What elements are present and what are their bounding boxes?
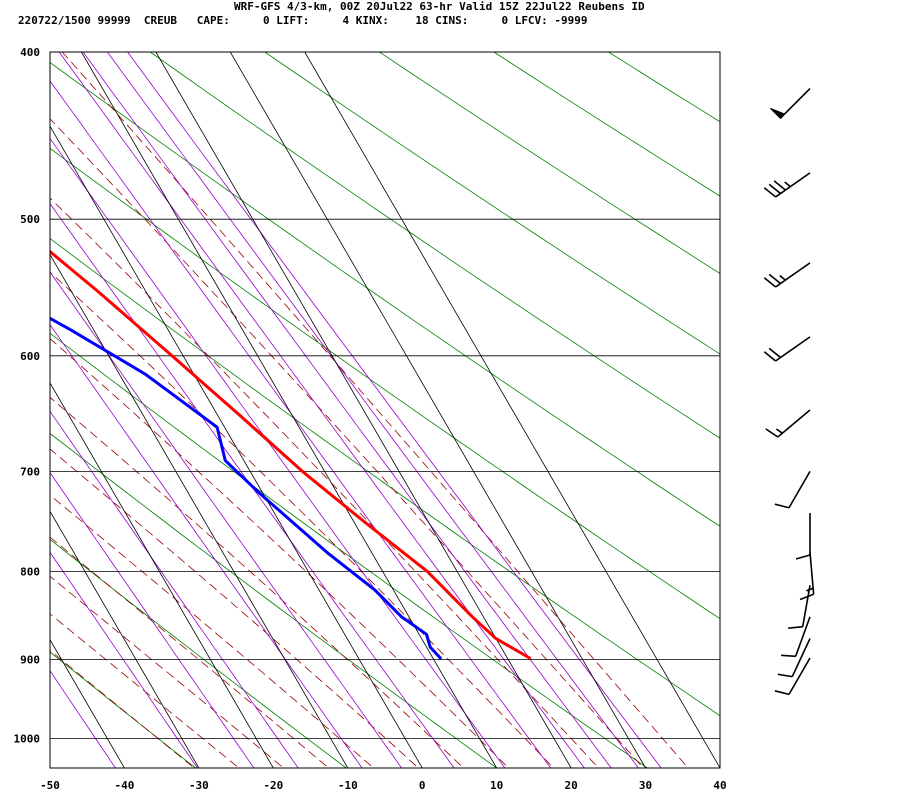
moist-adiabat-line (50, 118, 644, 768)
header-line-1: WRF-GFS 4/3-km, 00Z 20Jul22 63-hr Valid … (234, 0, 645, 13)
dry-adiabat-line (50, 432, 498, 768)
x-tick-label: 0 (419, 779, 426, 792)
wind-barb (799, 552, 815, 601)
wind-barb (763, 172, 811, 198)
mixing-ratio-line (50, 410, 299, 768)
moist-adiabat-line (50, 575, 285, 768)
x-tick-label: -20 (263, 779, 283, 792)
x-tick-label: -40 (115, 779, 135, 792)
mixing-ratio-line (50, 80, 552, 768)
wind-barb (795, 512, 811, 560)
y-tick-label: 600 (20, 350, 40, 363)
isotherm-line (81, 52, 498, 768)
wind-barb (774, 470, 811, 509)
wind-barb (781, 616, 811, 658)
mixing-ratio-line (127, 52, 662, 768)
moist-adiabat-line (50, 448, 420, 768)
moist-adiabat-line (50, 494, 375, 768)
plot-frame (49, 51, 721, 769)
moist-adiabat-line (50, 536, 330, 768)
moist-adiabat-line (61, 52, 689, 768)
mixing-ratio-line (50, 551, 198, 768)
moist-adiabat-line (50, 271, 555, 768)
x-tick-label: 20 (564, 779, 577, 792)
wind-barb (788, 585, 811, 629)
mixing-ratio-line (50, 323, 363, 768)
isotherm-line (50, 382, 274, 768)
dry-adiabat-line (661, 14, 900, 776)
isotherm-line (50, 125, 423, 768)
wind-barb (763, 336, 811, 362)
x-tick-label: 40 (713, 779, 726, 792)
mixing-ratio-line (50, 137, 506, 768)
mixing-ratio-line (50, 271, 403, 768)
mixing-ratio-line (82, 52, 612, 768)
x-tick-label: 10 (490, 779, 503, 792)
dewpoint-profile-line (50, 316, 442, 660)
wind-barb (774, 657, 811, 696)
isotherm-line (50, 253, 349, 768)
dry-adiabat-line (378, 52, 720, 274)
dry-adiabat-line (50, 61, 720, 527)
y-tick-label: 500 (20, 213, 40, 226)
temperature-profile-line (50, 249, 532, 660)
y-tick-label: 700 (20, 465, 40, 478)
isotherm-line (50, 510, 200, 768)
wind-barb (777, 638, 811, 678)
mixing-ratio-line (50, 471, 255, 768)
wind-barb (763, 262, 811, 288)
y-tick-label: 800 (20, 565, 40, 578)
dry-adiabat-line (607, 52, 720, 123)
isotherm-line (229, 52, 646, 768)
dry-adiabat-line (264, 52, 720, 355)
mixing-ratio-line (50, 202, 455, 768)
x-tick-label: -30 (189, 779, 209, 792)
dry-adiabat-line (149, 52, 720, 439)
dry-adiabat-line (50, 147, 720, 620)
moist-adiabat-line (50, 338, 510, 768)
x-tick-label: -50 (40, 779, 60, 792)
y-tick-label: 900 (20, 654, 40, 667)
moist-adiabat-line (50, 649, 195, 768)
moist-adiabat-line (50, 396, 465, 768)
dry-adiabat-line (50, 238, 720, 717)
dry-adiabat-line (50, 651, 197, 768)
isotherm-line (304, 52, 720, 768)
mixing-ratio-line (50, 670, 116, 768)
mixing-ratio-line (58, 52, 585, 768)
x-tick-label: -10 (338, 779, 358, 792)
y-tick-label: 400 (20, 46, 40, 59)
mixing-ratio-line (106, 52, 639, 768)
isotherm-line (50, 638, 125, 768)
x-tick-label: 30 (639, 779, 652, 792)
moist-adiabat-line (50, 197, 599, 768)
y-tick-label: 1000 (14, 733, 41, 746)
dry-adiabat-line (50, 538, 347, 768)
wind-barb (765, 409, 811, 438)
wind-barb (770, 87, 811, 119)
header-line-2: 220722/1500 99999 CREUB CAPE: 0 LIFT: 4 … (18, 14, 588, 27)
isotherm-line (155, 52, 572, 768)
